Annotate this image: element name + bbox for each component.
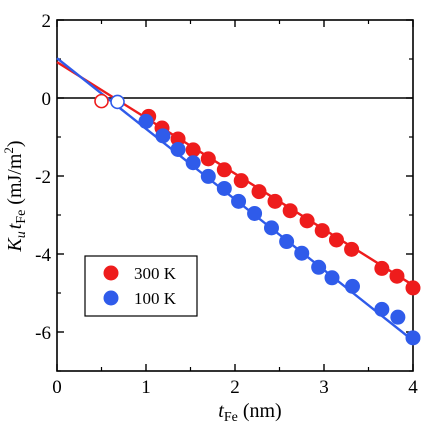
point-100k xyxy=(247,205,263,221)
point-300k xyxy=(389,268,405,284)
point-100k xyxy=(216,180,232,196)
point-300k xyxy=(233,173,249,189)
point-100k xyxy=(405,330,421,346)
point-100k xyxy=(294,245,310,261)
point-100k xyxy=(374,301,390,317)
point-100k xyxy=(390,309,406,325)
fit-line-300k xyxy=(56,61,414,287)
y-tick-label: -4 xyxy=(35,245,51,266)
point-300k xyxy=(344,241,360,257)
point-300k xyxy=(216,162,232,178)
point-300k xyxy=(200,151,216,167)
x-axis-title: tFe (nm) xyxy=(218,400,281,425)
point-300k xyxy=(282,203,298,219)
point-300k xyxy=(314,223,330,239)
point-300k xyxy=(405,280,421,296)
y-tick-label: -2 xyxy=(35,167,51,188)
y-tick-label: -6 xyxy=(35,323,51,344)
y-tick-label: 0 xyxy=(42,89,52,110)
point-100k xyxy=(200,168,216,184)
x-tick-label: 0 xyxy=(52,377,62,398)
point-100k xyxy=(324,270,340,286)
ticks: 0 1 2 3 4 -6 -4 -2 0 2 xyxy=(35,11,418,398)
legend: 300 K 100 K xyxy=(84,255,198,317)
point-300k xyxy=(374,260,390,276)
x-tick-label: 2 xyxy=(230,377,240,398)
point-300k xyxy=(170,131,186,147)
y-axis-title: KutFe (mJ/m2) xyxy=(1,140,29,252)
legend-marker-300k xyxy=(103,265,119,281)
open-point-300k xyxy=(94,93,109,109)
point-300k xyxy=(328,232,344,248)
legend-label-100k: 100 K xyxy=(134,289,177,308)
point-100k xyxy=(231,193,247,209)
legend-label-300k: 300 K xyxy=(134,264,177,283)
point-100k xyxy=(279,234,295,250)
point-100k xyxy=(170,141,186,157)
point-300k xyxy=(185,142,201,158)
point-100k xyxy=(311,259,327,275)
point-100k xyxy=(344,278,360,294)
point-300k xyxy=(299,213,315,229)
open-point-100k xyxy=(110,94,125,110)
point-100k xyxy=(185,155,201,171)
x-tick-label: 3 xyxy=(319,377,329,398)
point-300k xyxy=(251,184,267,200)
point-300k xyxy=(267,193,283,209)
x-tick-label: 1 xyxy=(141,377,151,398)
point-100k xyxy=(155,128,171,144)
data-points xyxy=(94,93,421,346)
point-100k xyxy=(263,220,279,236)
point-100k xyxy=(138,113,154,129)
legend-marker-100k xyxy=(103,290,119,306)
y-tick-label: 2 xyxy=(42,11,52,32)
legend-box xyxy=(84,255,198,317)
x-tick-label: 4 xyxy=(408,377,418,398)
